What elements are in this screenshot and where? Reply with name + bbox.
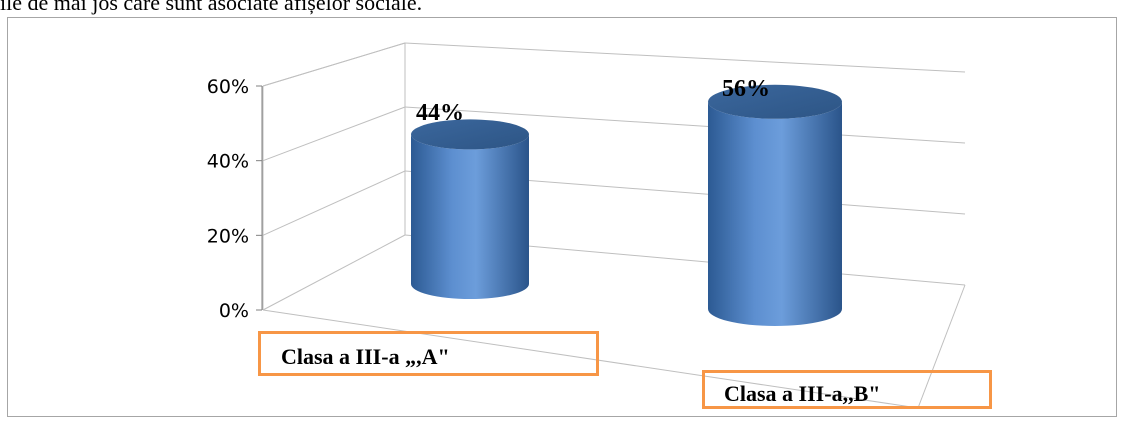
gridline [262, 106, 406, 162]
bar-cylinder [708, 101, 842, 326]
gridline [262, 42, 406, 87]
floor-left-edge [262, 234, 406, 311]
bar-cylinder [411, 134, 529, 299]
category-label: Clasa a III-a „,A" [281, 344, 450, 369]
gridline [404, 106, 966, 144]
category-box [258, 331, 599, 376]
bar-top [708, 84, 842, 119]
data-labels: 44% 56% [416, 76, 770, 126]
floor-front-edge [262, 309, 919, 409]
bars [411, 84, 842, 326]
category-label: Clasa a III-a,,B" [724, 381, 881, 406]
y-axis: 0% 20% 40% 60% [207, 76, 263, 322]
data-label: 56% [722, 76, 770, 102]
gridline [404, 42, 966, 73]
y-tick-label: 40% [207, 151, 249, 173]
intro-text: ile de mai jos care sunt asociate afișel… [0, 0, 423, 15]
bar-top [411, 119, 529, 150]
y-tick-label: 20% [207, 225, 249, 247]
gridline [262, 170, 406, 236]
data-label: 44% [416, 100, 464, 126]
floor-right-edge [917, 284, 966, 409]
category-box [702, 370, 992, 409]
chart-frame [7, 17, 1117, 417]
y-tick-label: 0% [219, 300, 249, 322]
y-tick-label: 60% [207, 76, 249, 98]
